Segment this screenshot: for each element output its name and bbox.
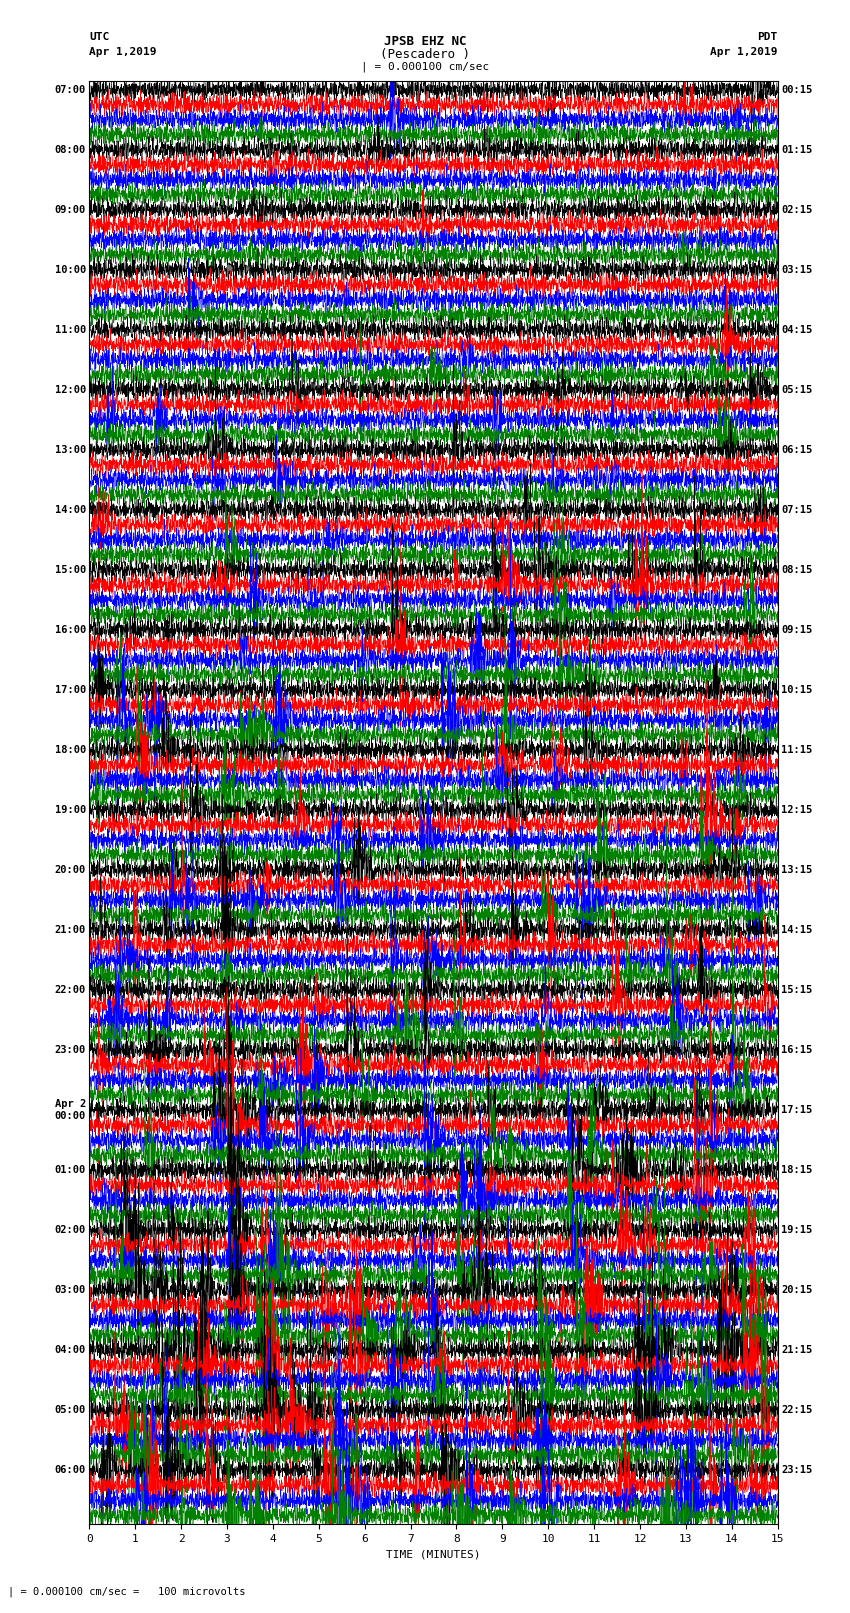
Text: 10:00: 10:00 [54,265,86,274]
Text: 23:15: 23:15 [781,1465,813,1476]
Text: 04:00: 04:00 [54,1345,86,1355]
Text: 07:15: 07:15 [781,505,813,515]
Text: 06:00: 06:00 [54,1465,86,1476]
Text: 02:15: 02:15 [781,205,813,215]
Text: 12:15: 12:15 [781,805,813,815]
Text: 09:15: 09:15 [781,624,813,636]
Text: 05:15: 05:15 [781,386,813,395]
Text: Apr 1,2019: Apr 1,2019 [711,47,778,56]
Text: Apr 2
00:00: Apr 2 00:00 [54,1100,86,1121]
Text: 20:00: 20:00 [54,865,86,874]
Text: 01:00: 01:00 [54,1165,86,1176]
Text: 12:00: 12:00 [54,386,86,395]
Text: 20:15: 20:15 [781,1286,813,1295]
X-axis label: TIME (MINUTES): TIME (MINUTES) [386,1550,481,1560]
Text: (Pescadero ): (Pescadero ) [380,48,470,61]
Text: 18:00: 18:00 [54,745,86,755]
Text: 10:15: 10:15 [781,686,813,695]
Text: 04:15: 04:15 [781,324,813,336]
Text: 15:15: 15:15 [781,986,813,995]
Text: 00:15: 00:15 [781,84,813,95]
Text: 16:00: 16:00 [54,624,86,636]
Text: UTC: UTC [89,32,110,42]
Text: 09:00: 09:00 [54,205,86,215]
Text: 11:15: 11:15 [781,745,813,755]
Text: 18:15: 18:15 [781,1165,813,1176]
Text: 23:00: 23:00 [54,1045,86,1055]
Text: 02:00: 02:00 [54,1226,86,1236]
Text: 19:00: 19:00 [54,805,86,815]
Text: 14:15: 14:15 [781,924,813,936]
Text: | = 0.000100 cm/sec =   100 microvolts: | = 0.000100 cm/sec = 100 microvolts [8,1586,246,1597]
Text: Apr 1,2019: Apr 1,2019 [89,47,156,56]
Text: 11:00: 11:00 [54,324,86,336]
Text: 21:15: 21:15 [781,1345,813,1355]
Text: 14:00: 14:00 [54,505,86,515]
Text: 19:15: 19:15 [781,1226,813,1236]
Text: 17:00: 17:00 [54,686,86,695]
Text: 22:00: 22:00 [54,986,86,995]
Text: 05:00: 05:00 [54,1405,86,1415]
Text: 06:15: 06:15 [781,445,813,455]
Text: | = 0.000100 cm/sec: | = 0.000100 cm/sec [361,61,489,73]
Text: 08:15: 08:15 [781,565,813,574]
Text: 16:15: 16:15 [781,1045,813,1055]
Text: 13:00: 13:00 [54,445,86,455]
Text: JPSB EHZ NC: JPSB EHZ NC [383,35,467,48]
Text: 15:00: 15:00 [54,565,86,574]
Text: 21:00: 21:00 [54,924,86,936]
Text: 03:00: 03:00 [54,1286,86,1295]
Text: 13:15: 13:15 [781,865,813,874]
Text: 01:15: 01:15 [781,145,813,155]
Text: 03:15: 03:15 [781,265,813,274]
Text: 07:00: 07:00 [54,84,86,95]
Text: 08:00: 08:00 [54,145,86,155]
Text: PDT: PDT [757,32,778,42]
Text: 22:15: 22:15 [781,1405,813,1415]
Text: 17:15: 17:15 [781,1105,813,1115]
